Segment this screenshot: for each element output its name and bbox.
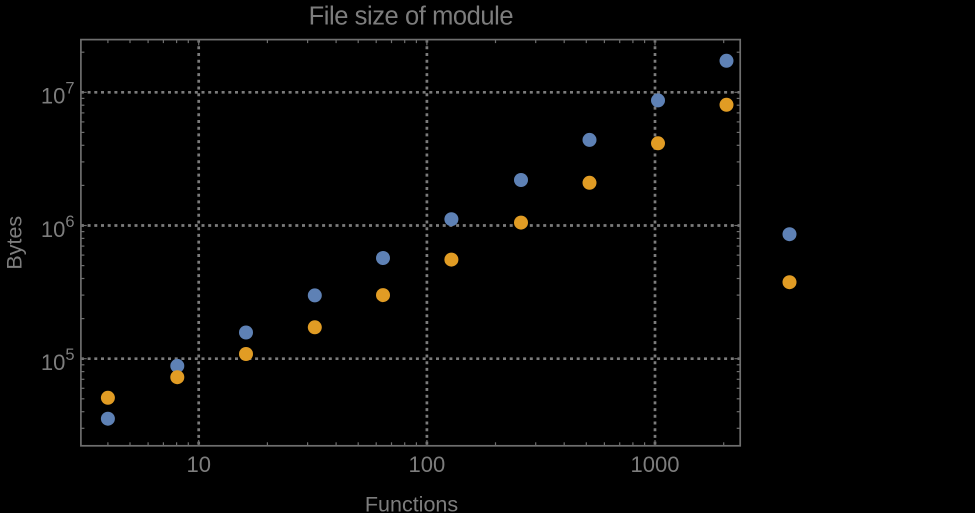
svg-text:File size of module: File size of module	[309, 3, 514, 31]
svg-text:1000: 1000	[631, 452, 680, 477]
svg-text:Bytes: Bytes	[2, 216, 26, 270]
svg-text:Functions: Functions	[365, 493, 458, 513]
svg-text:10: 10	[186, 452, 210, 477]
svg-text:100: 100	[409, 452, 446, 477]
